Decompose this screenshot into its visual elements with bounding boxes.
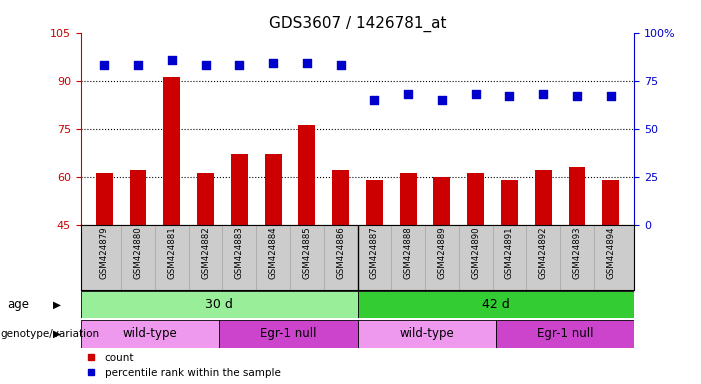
Bar: [219, 320, 358, 348]
Text: wild-type: wild-type: [123, 327, 177, 340]
Point: [268, 60, 279, 66]
Text: 30 d: 30 d: [205, 298, 233, 311]
Bar: [496, 320, 634, 348]
Point: [504, 93, 515, 99]
Point: [402, 91, 414, 97]
Text: GSM424879: GSM424879: [100, 227, 109, 279]
Text: GSM424890: GSM424890: [471, 227, 480, 279]
Text: GSM424891: GSM424891: [505, 227, 514, 279]
Point: [470, 91, 482, 97]
Bar: [366, 180, 383, 225]
Bar: [197, 174, 214, 225]
Point: [166, 56, 177, 63]
Point: [99, 62, 110, 68]
Legend: count, percentile rank within the sample: count, percentile rank within the sample: [86, 353, 280, 378]
Bar: [358, 291, 634, 318]
Bar: [468, 174, 484, 225]
Bar: [96, 174, 113, 225]
Bar: [602, 180, 619, 225]
Bar: [358, 320, 496, 348]
Text: 42 d: 42 d: [482, 298, 510, 311]
Bar: [231, 154, 247, 225]
Text: ▶: ▶: [53, 300, 60, 310]
Text: age: age: [7, 298, 29, 311]
Bar: [501, 180, 518, 225]
Bar: [433, 177, 450, 225]
Bar: [81, 291, 358, 318]
Text: GSM424881: GSM424881: [168, 227, 176, 279]
Point: [301, 60, 313, 66]
Point: [571, 93, 583, 99]
Text: GSM424893: GSM424893: [573, 227, 582, 279]
Text: wild-type: wild-type: [400, 327, 454, 340]
Bar: [569, 167, 585, 225]
Point: [538, 91, 549, 97]
Point: [605, 93, 616, 99]
Bar: [130, 170, 147, 225]
Text: Egr-1 null: Egr-1 null: [537, 327, 594, 340]
Bar: [81, 320, 219, 348]
Bar: [163, 78, 180, 225]
Text: ▶: ▶: [53, 329, 60, 339]
Bar: [332, 170, 349, 225]
Text: GSM424882: GSM424882: [201, 227, 210, 279]
Point: [132, 62, 144, 68]
Text: GSM424888: GSM424888: [404, 227, 413, 279]
Text: GSM424894: GSM424894: [606, 227, 615, 279]
Text: genotype/variation: genotype/variation: [1, 329, 100, 339]
Point: [335, 62, 346, 68]
Bar: [299, 126, 315, 225]
Point: [369, 97, 380, 103]
Text: GSM424884: GSM424884: [268, 227, 278, 279]
Text: GSM424886: GSM424886: [336, 227, 345, 279]
Bar: [265, 154, 282, 225]
Text: GSM424883: GSM424883: [235, 227, 244, 279]
Bar: [535, 170, 552, 225]
Point: [200, 62, 211, 68]
Text: GDS3607 / 1426781_at: GDS3607 / 1426781_at: [268, 15, 447, 31]
Point: [233, 62, 245, 68]
Bar: [400, 174, 416, 225]
Text: GSM424880: GSM424880: [133, 227, 142, 279]
Text: GSM424889: GSM424889: [437, 227, 447, 279]
Text: GSM424892: GSM424892: [539, 227, 547, 279]
Text: GSM424885: GSM424885: [302, 227, 311, 279]
Text: Egr-1 null: Egr-1 null: [260, 327, 317, 340]
Text: GSM424887: GSM424887: [370, 227, 379, 279]
Point: [436, 97, 447, 103]
